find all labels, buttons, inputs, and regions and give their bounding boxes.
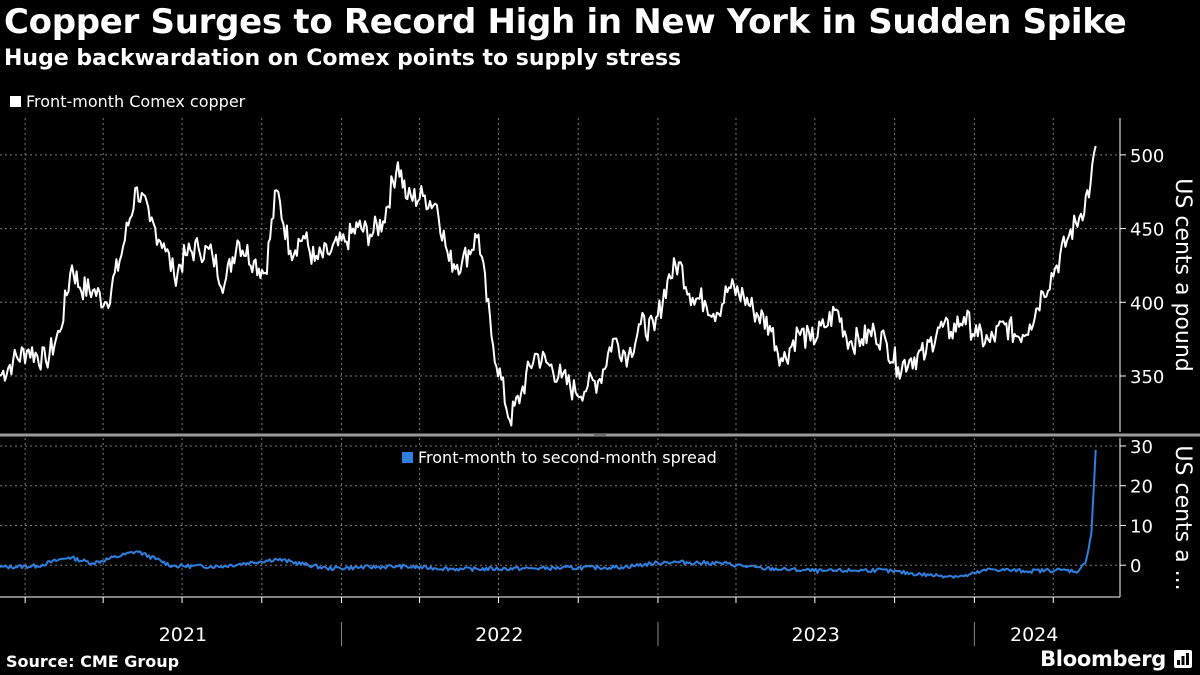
legend-spread-swatch	[402, 452, 413, 463]
legend-price-label: Front-month Comex copper	[26, 92, 246, 111]
bloomberg-logo: Bloomberg	[1040, 647, 1166, 671]
top-y-tick-label: 500	[1130, 146, 1164, 167]
spread-line	[0, 449, 1097, 579]
year-label-2021: 2021	[159, 624, 207, 646]
top-y-tick-label: 450	[1130, 220, 1164, 241]
source-note: Source: CME Group	[6, 652, 180, 671]
legend-spread-label: Front-month to second-month spread	[418, 448, 717, 467]
bloomberg-chart-icon	[1174, 650, 1192, 668]
bottom-y-tick-label: 30	[1130, 437, 1153, 458]
bottom-y-axis-title: US cents a ...	[1170, 445, 1195, 590]
top-y-tick-label: 400	[1130, 293, 1164, 314]
legend-price-swatch	[10, 96, 21, 107]
year-label-2022: 2022	[475, 624, 523, 646]
chart-title: Copper Surges to Record High in New York…	[4, 2, 1127, 42]
chart-subtitle: Huge backwardation on Comex points to su…	[4, 46, 682, 71]
year-label-2024: 2024	[1010, 624, 1058, 646]
top-y-axis-title: US cents a pound	[1170, 178, 1195, 371]
bottom-y-tick-label: 0	[1130, 556, 1141, 577]
bottom-y-tick-label: 20	[1130, 477, 1153, 498]
copper-price-line	[0, 145, 1097, 427]
legend-price: Front-month Comex copper	[10, 92, 245, 111]
top-y-tick-label: 350	[1130, 367, 1164, 388]
year-label-2023: 2023	[792, 624, 840, 646]
legend-spread: Front-month to second-month spread	[398, 448, 721, 467]
bottom-y-tick-label: 10	[1130, 516, 1153, 537]
